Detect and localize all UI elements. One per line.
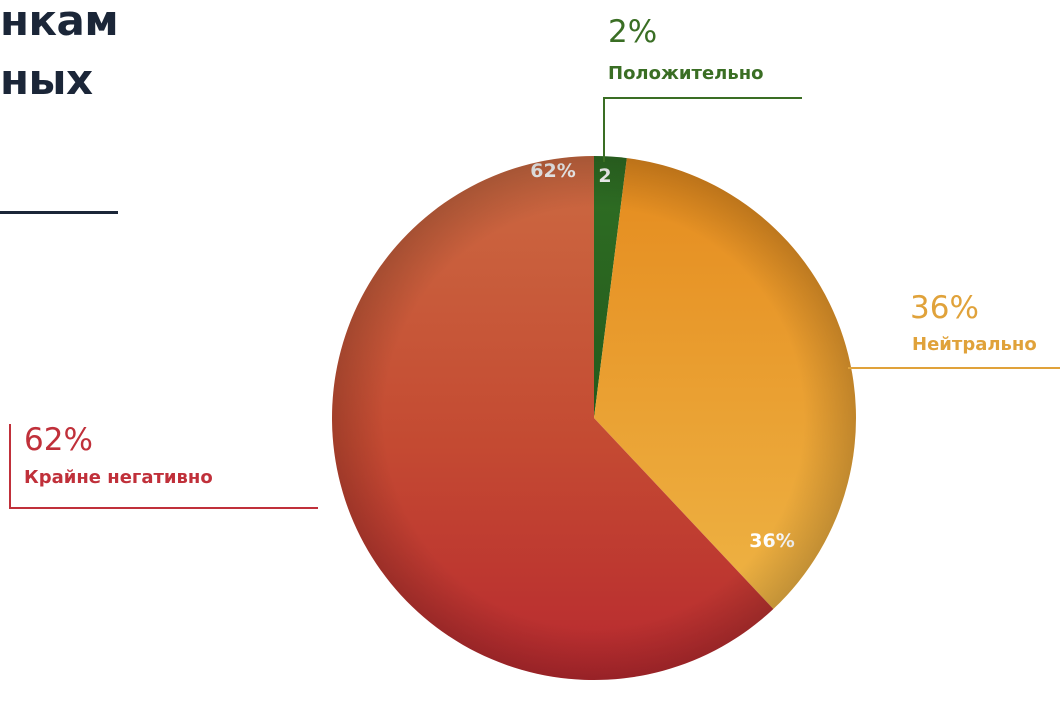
callout-percent-1: 36% xyxy=(910,290,979,326)
page-title-line-1: нкам xyxy=(0,0,119,45)
callout-label-0: Положительно xyxy=(608,63,764,84)
callout-label-2: Крайне негативно xyxy=(24,467,213,488)
callout-leader-0 xyxy=(603,97,802,162)
callout-leader-2 xyxy=(9,424,318,509)
pie-shading xyxy=(332,156,856,680)
page-title-line-2: ных xyxy=(0,55,93,104)
callout-label-1: Нейтрально xyxy=(912,334,1037,355)
callout-percent-2: 62% xyxy=(24,422,93,458)
pie-callouts: 2% Положительно 36% Нейтрально 62% Крайне нег… xyxy=(9,14,1060,509)
title-underline xyxy=(0,211,118,214)
pie-slices: 236%62% xyxy=(331,156,857,680)
callout-percent-0: 2% xyxy=(608,14,657,50)
